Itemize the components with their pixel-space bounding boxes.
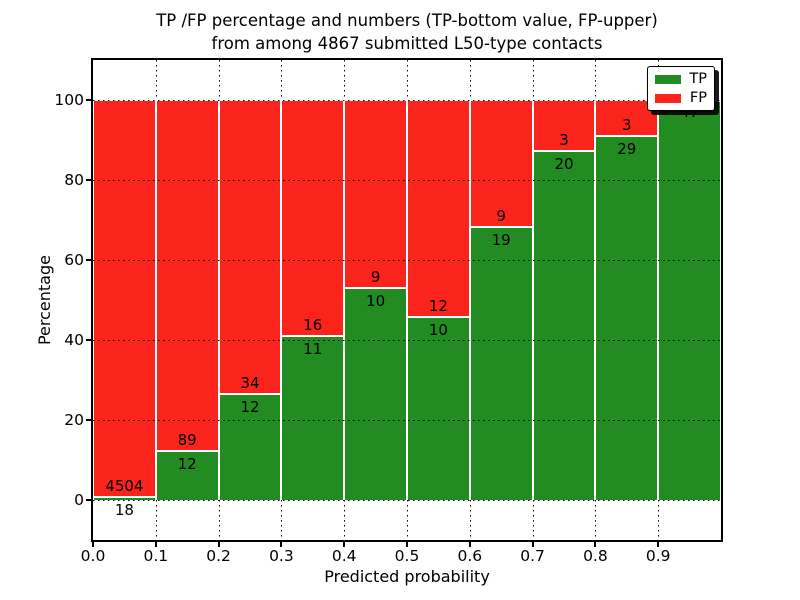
- bar-value-label-fp: 3: [559, 131, 569, 150]
- x-tick-label: 0.7: [520, 547, 545, 565]
- bar-value-label-tp: 12: [240, 398, 260, 417]
- bar-segment-fp: [93, 100, 156, 498]
- y-tick-label: 0: [74, 490, 84, 509]
- bar-segment-tp: [532, 152, 596, 500]
- x-tick-label: 0.6: [457, 547, 483, 565]
- y-tick-mark: [86, 498, 91, 501]
- bar-segment-fp: [281, 100, 345, 337]
- bar-segment-tp: [281, 336, 345, 500]
- bar-segment-fp: [344, 100, 407, 290]
- bar-value-label-fp: 4504: [105, 477, 144, 495]
- horizontal-gridline: [93, 100, 721, 101]
- horizontal-gridline: [93, 259, 721, 261]
- x-axis-label: Predicted probability: [324, 567, 490, 586]
- x-tick-mark: [657, 542, 660, 547]
- x-tick-label: 0.5: [394, 547, 420, 565]
- bar-segment-fp: [218, 100, 282, 396]
- bar-value-label-fp: 34: [240, 374, 260, 393]
- y-tick-label: 100: [54, 91, 84, 109]
- bar-value-label-tp: 12: [177, 455, 197, 474]
- bar-value-label-fp: 89: [177, 431, 197, 450]
- bar-segment-tp: [658, 100, 721, 500]
- bar-segment-fp: [469, 100, 533, 229]
- y-tick-mark: [86, 99, 91, 101]
- bar-value-label-tp: 19: [491, 231, 511, 250]
- x-tick-mark: [217, 542, 220, 547]
- y-tick-mark: [86, 418, 91, 421]
- x-tick-mark: [154, 542, 157, 547]
- bar-segment-tp: [407, 317, 470, 500]
- y-tick-label: 60: [64, 250, 84, 269]
- bar-value-label-tp: 10: [366, 292, 386, 311]
- bar-segment-tp: [155, 452, 219, 500]
- y-tick-mark: [86, 258, 91, 261]
- x-tick-label: 0.2: [206, 547, 231, 565]
- bar-value-label-tp: 10: [428, 320, 448, 339]
- y-tick-label: 40: [64, 330, 84, 349]
- bar-value-label-fp: 3: [622, 116, 632, 135]
- x-tick-label: 0.3: [269, 547, 294, 565]
- x-tick-label: 0.4: [331, 547, 357, 565]
- bar-segment-tp: [469, 228, 533, 500]
- chart-title-line2: from among 4867 submitted L50-type conta…: [211, 34, 603, 53]
- chart-title: TP /FP percentage and numbers (TP-bottom…: [91, 9, 723, 55]
- horizontal-gridline: [93, 499, 721, 501]
- y-tick-mark: [86, 178, 91, 181]
- bar-segment-tp: [218, 395, 282, 500]
- bar-segment-fp: [155, 100, 219, 453]
- x-tick-label: 0.9: [645, 547, 671, 565]
- x-tick-label: 0.8: [583, 547, 608, 565]
- bar-value-label-tp: 18: [114, 501, 134, 519]
- bar-value-label-fp: 9: [370, 268, 381, 287]
- bar-value-label-fp: 12: [428, 296, 448, 315]
- legend-swatch-fp-icon: [655, 93, 681, 103]
- bar-value-label-tp: 29: [617, 140, 637, 159]
- bar-segment-tp: [595, 137, 659, 500]
- y-tick-label: 80: [64, 170, 84, 189]
- x-tick-mark: [594, 542, 597, 547]
- horizontal-gridline: [93, 179, 721, 181]
- legend: TP FP: [647, 66, 715, 111]
- x-tick-mark: [92, 542, 94, 547]
- y-axis-label: Percentage: [35, 255, 54, 346]
- legend-label-fp: FP: [689, 90, 707, 106]
- bar-value-label-tp: 20: [554, 155, 574, 174]
- x-tick-mark: [531, 542, 534, 547]
- horizontal-gridline: [93, 419, 721, 421]
- bar-segment-tp: [93, 498, 156, 500]
- bar-segment-fp: [407, 100, 470, 318]
- x-tick-mark: [343, 542, 346, 547]
- chart-title-line1: TP /FP percentage and numbers (TP-bottom…: [156, 11, 658, 30]
- bar-value-label-fp: 16: [303, 315, 323, 334]
- legend-label-tp: TP: [689, 71, 707, 87]
- y-tick-label: 20: [64, 410, 84, 429]
- bar-value-label-fp: 9: [496, 207, 506, 226]
- x-tick-mark: [406, 542, 408, 547]
- x-tick-mark: [280, 542, 283, 547]
- x-tick-label: 0.1: [143, 547, 169, 565]
- plot-area: 4504 18 89 12 34 12 16 11 9 10 12 10 9 19 3 20 3 29 47: [91, 58, 723, 542]
- x-tick-mark: [468, 542, 471, 547]
- legend-swatch-tp-icon: [655, 74, 681, 84]
- bar-segment-fp: [532, 100, 596, 153]
- legend-item-tp: TP: [655, 72, 707, 86]
- bar-value-label-tp: 11: [303, 339, 323, 358]
- y-tick-mark: [86, 338, 91, 341]
- legend-item-fp: FP: [655, 91, 707, 105]
- bar-segment-tp: [344, 289, 407, 500]
- horizontal-gridline: [93, 339, 721, 341]
- x-tick-label: 0.0: [80, 547, 106, 565]
